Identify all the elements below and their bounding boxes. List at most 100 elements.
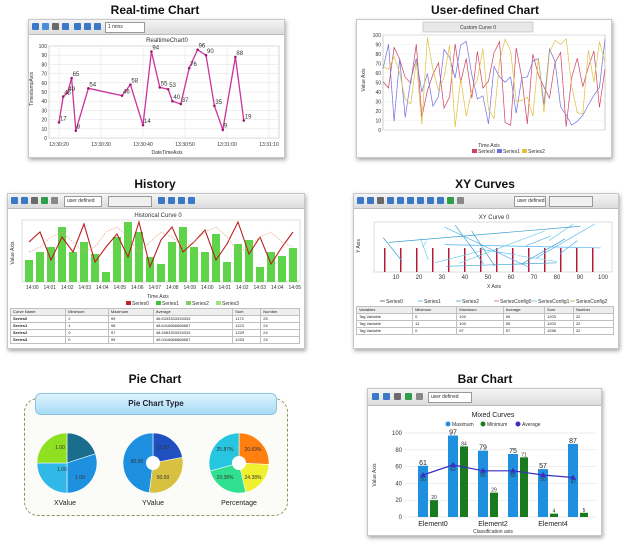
xy-extra-select[interactable] — [549, 196, 593, 207]
bar-max-label: 87 — [569, 438, 577, 445]
time-range-select[interactable]: 1 mins — [105, 22, 145, 33]
history-xtick: 14:05 — [289, 285, 302, 291]
history-xtick: 14:04 — [271, 285, 284, 291]
xy-curve — [458, 230, 545, 264]
bar-xlabel: Classification axis — [473, 529, 513, 535]
history-xtick: 14:03 — [254, 285, 267, 291]
history-bar — [124, 222, 132, 282]
print-icon[interactable] — [31, 197, 38, 204]
xy-xtick: 30 — [439, 275, 446, 281]
zoom-icon[interactable] — [32, 23, 39, 30]
refresh-icon[interactable] — [405, 393, 412, 400]
pie-value-label: 1.00 — [55, 445, 65, 451]
xy-curve — [536, 223, 596, 259]
print-icon[interactable] — [52, 23, 59, 30]
zoom-icon[interactable] — [372, 393, 379, 400]
xy-xtick: 20 — [416, 275, 423, 281]
xy-bar — [576, 248, 578, 272]
zoom-out-icon[interactable] — [437, 197, 444, 204]
table-header: Minimum — [65, 308, 109, 316]
realtime-xtick: 13:30:30 — [91, 142, 111, 148]
bar-max-label: 61 — [419, 460, 427, 467]
save-icon[interactable] — [42, 23, 49, 30]
bar-minimum — [490, 492, 498, 517]
realtime-point — [234, 55, 237, 59]
bar-average-point — [420, 472, 426, 477]
right-icon[interactable] — [417, 197, 424, 204]
refresh-icon[interactable] — [447, 197, 454, 204]
userdefined-ytick: 90 — [375, 43, 381, 49]
history-bar — [201, 252, 209, 282]
prev-icon[interactable] — [84, 23, 91, 30]
history-title: Historical Curve 0 — [134, 213, 182, 219]
realtime-point — [213, 104, 216, 108]
bar-minimum — [460, 446, 468, 517]
history-bar — [58, 227, 66, 282]
prev-icon[interactable] — [168, 197, 175, 204]
last-page-icon[interactable] — [188, 197, 195, 204]
realtime-point — [141, 123, 145, 127]
pie-value-label: 1.00 — [75, 475, 85, 481]
userdefined-ytick: 0 — [378, 128, 381, 134]
bar-ytick: 60 — [395, 465, 402, 471]
xy-plot: XY Curve 0 Y Axis 10 20 30 40 50 60 70 80 90 100 … — [356, 215, 613, 305]
xy-xtick: 10 — [393, 275, 400, 281]
xy-xlabel: X Axis — [487, 284, 501, 290]
save-icon[interactable] — [21, 197, 28, 204]
next-icon[interactable] — [178, 197, 185, 204]
xy-legend-item: Series2 — [462, 299, 479, 305]
caption-userdefined: User-defined Chart — [430, 3, 540, 17]
bar-maximum — [448, 435, 458, 517]
bar-min-label: 20 — [431, 495, 437, 501]
up-icon[interactable] — [387, 197, 394, 204]
bar-toolbar: user defined — [368, 389, 601, 406]
realtime-point-label: 49 — [68, 87, 75, 93]
first-page-icon[interactable] — [74, 23, 81, 30]
next-icon[interactable] — [94, 23, 101, 30]
xy-xtick: 80 — [554, 275, 561, 281]
table-header: Maximum — [456, 306, 504, 314]
realtime-point — [66, 91, 69, 95]
bar-min-label: 29 — [491, 488, 497, 494]
xy-curve — [435, 250, 480, 263]
userdefined-ytick: 100 — [373, 33, 382, 39]
pause-icon[interactable] — [62, 23, 69, 30]
zoom-icon[interactable] — [11, 197, 18, 204]
realtime-xtick: 13:30:50 — [175, 142, 195, 148]
print-icon[interactable] — [377, 197, 384, 204]
bar-maximum — [478, 450, 488, 517]
history-legend-item: Series2 — [192, 301, 209, 307]
settings-icon[interactable] — [416, 393, 423, 400]
print-icon[interactable] — [394, 393, 401, 400]
settings-icon[interactable] — [457, 197, 464, 204]
zoom-in-icon[interactable] — [427, 197, 434, 204]
zoom-icon[interactable] — [357, 197, 364, 204]
history-extra-select[interactable] — [108, 196, 152, 207]
xy-xtick: 60 — [508, 275, 515, 281]
history-bar — [234, 244, 242, 282]
settings-icon[interactable] — [51, 197, 58, 204]
pie-slice — [66, 453, 98, 494]
userdefined-ytick: 10 — [375, 119, 381, 125]
left-icon[interactable] — [407, 197, 414, 204]
bar-ytick: 40 — [395, 481, 402, 487]
refresh-icon[interactable] — [41, 197, 48, 204]
history-series-dashed — [28, 226, 294, 253]
history-range-select[interactable]: user defined — [64, 196, 102, 207]
bar-range-select[interactable]: user defined — [428, 392, 472, 403]
xy-range-select[interactable]: user defined — [514, 196, 546, 207]
down-icon[interactable] — [397, 197, 404, 204]
first-page-icon[interactable] — [158, 197, 165, 204]
save-icon[interactable] — [383, 393, 390, 400]
table-header: Sum — [544, 306, 574, 314]
xy-bar — [496, 248, 498, 272]
history-toolbar: user defined — [8, 194, 304, 209]
save-icon[interactable] — [367, 197, 374, 204]
userdefined-chart-panel: Custom Curve 0 Value Axis 100 90 80 70 60 50 4… — [356, 19, 612, 158]
history-bar — [25, 260, 33, 282]
bar-min-label: 84 — [461, 441, 467, 447]
userdefined-ytick: 20 — [375, 109, 381, 115]
bar-title: Mixed Curves — [472, 412, 515, 419]
pie-hole — [232, 456, 246, 470]
bar-ytick: 80 — [395, 448, 402, 454]
